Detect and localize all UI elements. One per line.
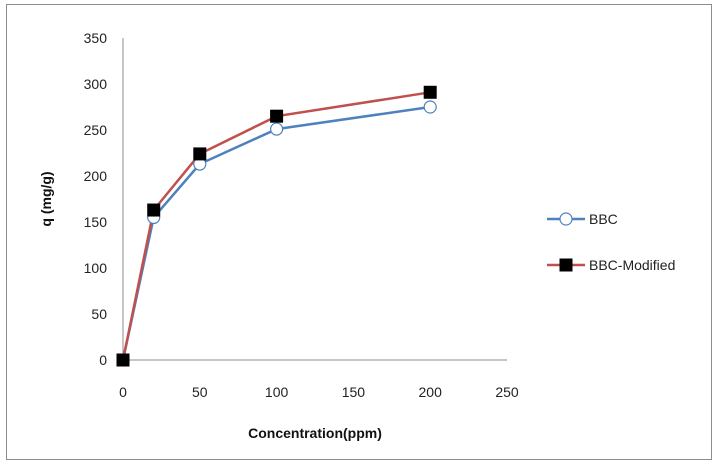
x-tick-labels: 0 50 100 150 200 250 — [119, 384, 519, 400]
y-tick-labels: 0 50 100 150 200 250 300 350 — [84, 30, 108, 368]
data-point-bbc-modified — [193, 147, 207, 161]
data-point-bbc-modified — [423, 85, 437, 99]
data-point-bbc-modified — [116, 353, 130, 367]
x-tick-label: 150 — [342, 384, 366, 400]
legend: BBC BBC-Modified — [547, 211, 675, 273]
x-tick-label: 250 — [495, 384, 519, 400]
y-axis-title: q (mg/g) — [38, 171, 54, 226]
y-tick-label: 50 — [91, 306, 107, 322]
y-tick-label: 100 — [84, 260, 108, 276]
legend-label-bbc: BBC — [589, 211, 618, 227]
x-tick-label: 100 — [265, 384, 289, 400]
y-tick-label: 300 — [84, 76, 108, 92]
axes — [122, 38, 507, 361]
chart-svg: 0 50 100 150 200 250 300 350 0 50 100 150 200 250 Co… — [38, 30, 675, 441]
series-line-bbc — [121, 105, 431, 361]
x-tick-label: 50 — [192, 384, 208, 400]
y-tick-label: 0 — [99, 352, 107, 368]
legend-marker-bbc-modified — [559, 258, 573, 272]
data-point-bbc — [270, 122, 284, 136]
y-tick-label: 250 — [84, 122, 108, 138]
y-tick-label: 350 — [84, 30, 108, 46]
legend-marker-bbc — [559, 212, 573, 226]
y-tick-label: 150 — [84, 214, 108, 230]
y-tick-label: 200 — [84, 168, 108, 184]
x-tick-label: 0 — [119, 384, 127, 400]
x-axis-title: Concentration(ppm) — [248, 425, 382, 441]
legend-label-bbc-modified: BBC-Modified — [589, 257, 675, 273]
chart-frame: 0 50 100 150 200 250 300 350 0 50 100 150 200 250 Co… — [6, 4, 712, 460]
series — [116, 85, 437, 367]
data-point-bbc-modified — [270, 109, 284, 123]
data-point-bbc-modified — [147, 203, 161, 217]
data-point-bbc — [423, 100, 437, 114]
x-tick-label: 200 — [419, 384, 443, 400]
